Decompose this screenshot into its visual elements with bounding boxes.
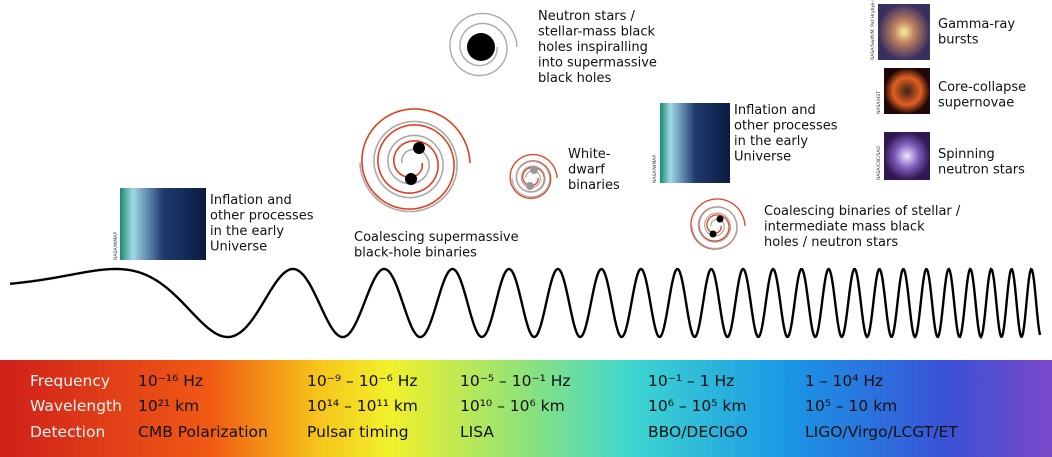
row-label: Frequency [30, 372, 110, 390]
source-label: in the early [210, 224, 284, 239]
band-value: 10⁻¹ – 1 Hz [648, 372, 734, 390]
source-label: Universe [210, 240, 267, 255]
black-hole [467, 33, 495, 61]
pulsar-image [884, 132, 930, 180]
source-label: holes / neutron stars [764, 235, 898, 250]
band-value: 10⁻¹⁶ Hz [138, 372, 203, 390]
band-value: Pulsar timing [307, 423, 409, 441]
source-label: intermediate mass black [764, 220, 925, 235]
source-label: Spinning [938, 147, 995, 162]
image-credit: NASA/HST [876, 91, 882, 114]
image-credit: NASA/WMAP [113, 232, 119, 260]
black-hole [709, 230, 717, 238]
band-value: 10⁻⁵ – 10⁻¹ Hz [460, 372, 571, 390]
white-dwarf [526, 182, 534, 190]
image-credit: NASA/WMAP [652, 155, 658, 183]
source-label: White- [568, 147, 611, 162]
image-credit: NASA/Swift/M. Pat Hrybyk-Keith/J. Jones [870, 0, 876, 60]
supernova-image [884, 68, 930, 114]
spectrum-band [0, 360, 1052, 457]
grb-image [878, 4, 930, 60]
source-label: dwarf [568, 163, 605, 178]
band-value: LISA [460, 423, 494, 441]
row-label: Wavelength [30, 397, 122, 415]
band-value: 1 – 10⁴ Hz [805, 372, 883, 390]
source-label: Inflation and [734, 103, 816, 118]
cmb-image [660, 103, 730, 183]
source-label: Gamma-ray [938, 17, 1015, 32]
source-label: Coalescing binaries of stellar / [764, 204, 961, 219]
source-label: Inflation and [210, 193, 292, 208]
source-label: Universe [734, 150, 791, 165]
band-value: 10⁵ – 10 km [805, 397, 897, 415]
wave [9, 267, 1042, 340]
image-credit: NASA/CXC/SAO [876, 146, 882, 180]
spiral [690, 198, 746, 250]
spiral [691, 206, 738, 249]
source-label: bursts [938, 33, 979, 48]
source-label: Coalescing supermassive [354, 230, 519, 245]
source-label: supernovae [938, 96, 1014, 111]
band-value: 10²¹ km [138, 397, 199, 415]
band-value: 10¹⁴ – 10¹¹ km [307, 397, 418, 415]
source-label: binaries [568, 178, 620, 193]
spiral [359, 120, 458, 213]
spiral [361, 108, 471, 210]
source-label: other processes [210, 209, 314, 224]
spiral [449, 12, 518, 77]
row-label: Detection [30, 423, 105, 441]
source-label: black-hole binaries [354, 246, 477, 261]
band-value: 10⁻⁹ – 10⁻⁶ Hz [307, 372, 418, 390]
band-value: CMB Polarization [138, 423, 268, 441]
black-hole [413, 142, 425, 154]
source-label: stellar-mass black [538, 25, 656, 40]
source-label: neutron stars [938, 163, 1025, 178]
source-label: other processes [734, 119, 838, 134]
black-hole [716, 215, 724, 223]
source-label: black holes [538, 71, 611, 86]
source-label: into supermassive [538, 56, 657, 71]
cmb-image [120, 188, 206, 260]
source-label: in the early [734, 134, 808, 149]
black-hole [405, 173, 417, 185]
source-label: Neutron stars / [538, 9, 636, 24]
band-value: 10⁶ – 10⁵ km [648, 397, 746, 415]
white-dwarf [530, 166, 538, 174]
band-value: LIGO/Virgo/LCGT/ET [805, 423, 958, 441]
source-label: holes inspiralling [538, 40, 648, 55]
spiral [511, 160, 551, 198]
band-value: BBO/DECIGO [648, 423, 748, 441]
source-label: Core-collapse [938, 80, 1026, 95]
band-value: 10¹⁰ – 10⁶ km [460, 397, 565, 415]
